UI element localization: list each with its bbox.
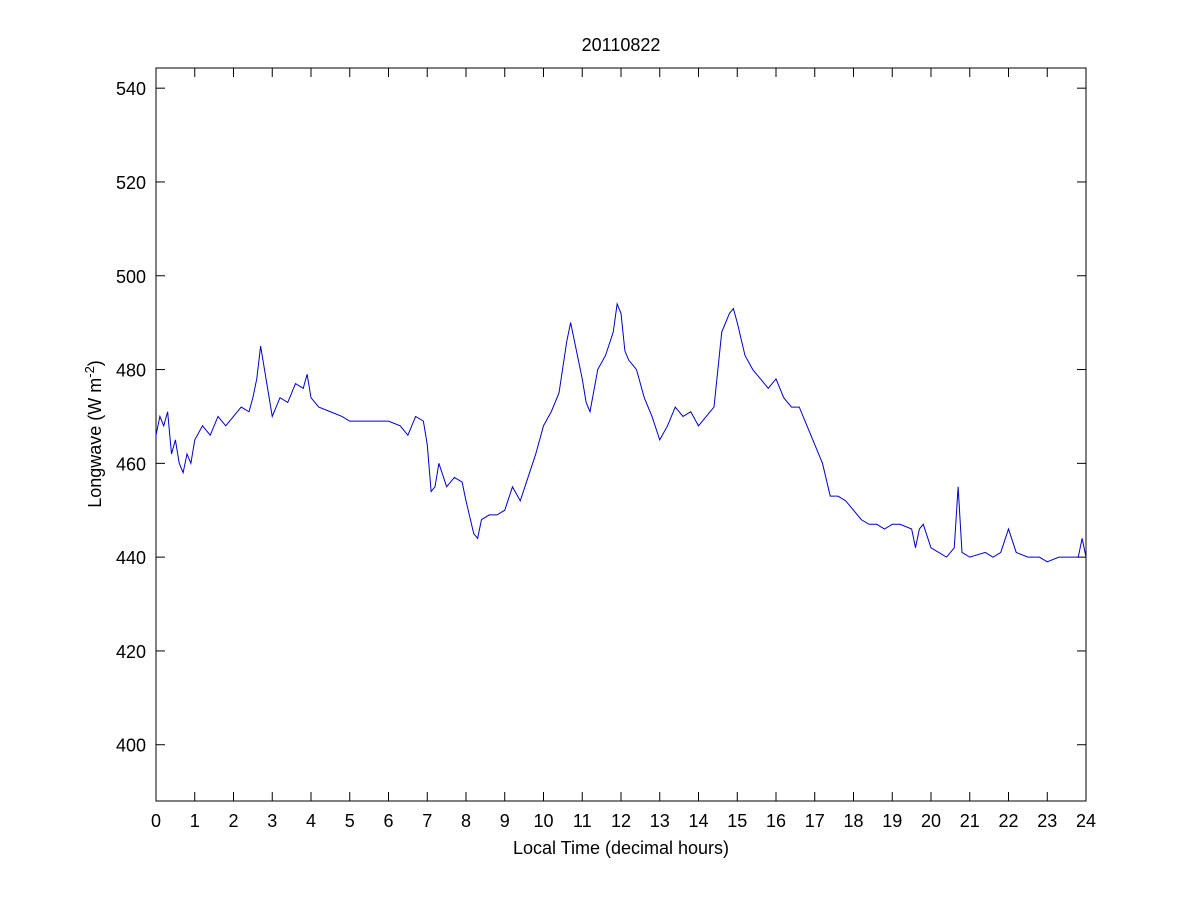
y-label-end: ): [85, 360, 105, 366]
x-tick-label: 22: [998, 811, 1018, 831]
x-tick-label: 5: [345, 811, 355, 831]
y-axis-label: Longwave (W m-2): [82, 360, 105, 508]
x-tick-label: 20: [921, 811, 941, 831]
x-tick-label: 14: [688, 811, 708, 831]
x-tick-label: 18: [843, 811, 863, 831]
x-tick-label: 3: [267, 811, 277, 831]
y-tick-label: 540: [116, 79, 146, 99]
data-line: [155, 301, 1087, 563]
y-tick-label: 500: [116, 267, 146, 287]
y-label-superscript: -2: [82, 366, 97, 378]
chart-title: 20110822: [582, 35, 661, 55]
x-tick-label: 17: [805, 811, 825, 831]
x-axis-label: Local Time (decimal hours): [513, 838, 729, 858]
x-tick-label: 10: [533, 811, 553, 831]
y-tick-label: 480: [116, 361, 146, 381]
y-tick-label: 440: [116, 548, 146, 568]
x-tick-label: 16: [766, 811, 786, 831]
plot-area: [155, 67, 1087, 802]
x-tick-label: 0: [151, 811, 161, 831]
x-tick-label: 21: [960, 811, 980, 831]
x-tick-label: 1: [190, 811, 200, 831]
x-tick-label: 9: [500, 811, 510, 831]
y-tick-label: 400: [116, 736, 146, 756]
y-tick-label: 520: [116, 173, 146, 193]
x-tick-label: 4: [306, 811, 316, 831]
x-tick-label: 11: [573, 811, 592, 831]
x-tick-label: 8: [461, 811, 471, 831]
x-tick-label: 13: [650, 811, 670, 831]
y-tick-label: 460: [116, 454, 146, 474]
x-tick-label: 6: [383, 811, 393, 831]
x-tick-label: 24: [1076, 811, 1096, 831]
y-tick-label: 420: [116, 642, 146, 662]
x-tick-label: 2: [228, 811, 238, 831]
x-tick-label: 12: [611, 811, 631, 831]
x-tick-label: 19: [882, 811, 902, 831]
x-tick-label: 7: [422, 811, 432, 831]
y-label-text: Longwave (W m: [85, 378, 105, 508]
x-tick-label: 15: [727, 811, 747, 831]
x-tick-label: 23: [1037, 811, 1057, 831]
